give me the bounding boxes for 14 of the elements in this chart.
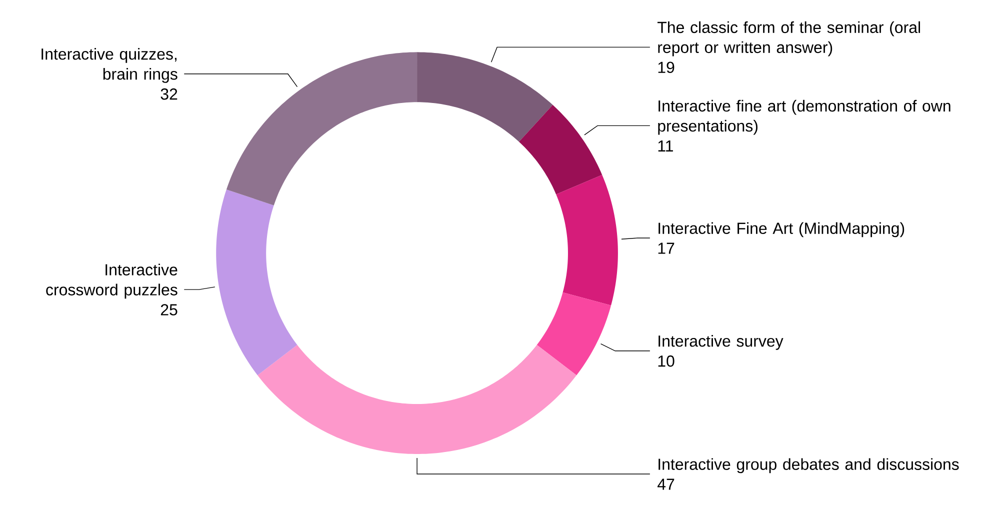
slice-label: Interactive Fine Art (MindMapping): [658, 222, 904, 238]
slice-label: Interactive quizzes, brain rings: [42, 48, 178, 83]
data-label: 17: [658, 242, 674, 254]
slice-label: Interactive survey: [658, 334, 784, 350]
slice-label: Interactive fine art (demonstration of own presentations): [658, 100, 950, 135]
slice-label: Interactive group debates and discussions: [658, 458, 959, 474]
data-label: 25: [160, 304, 178, 316]
data-label: 10: [658, 355, 674, 367]
data-label: 19: [658, 62, 674, 73]
slice-label: The classic form of the seminar (oral report or written answer): [658, 21, 920, 56]
data-label: 11: [658, 140, 673, 152]
data-label: 47: [658, 478, 674, 490]
slice-label: Interactive crossword puzzles: [46, 264, 178, 299]
data-label: 32: [160, 88, 178, 100]
